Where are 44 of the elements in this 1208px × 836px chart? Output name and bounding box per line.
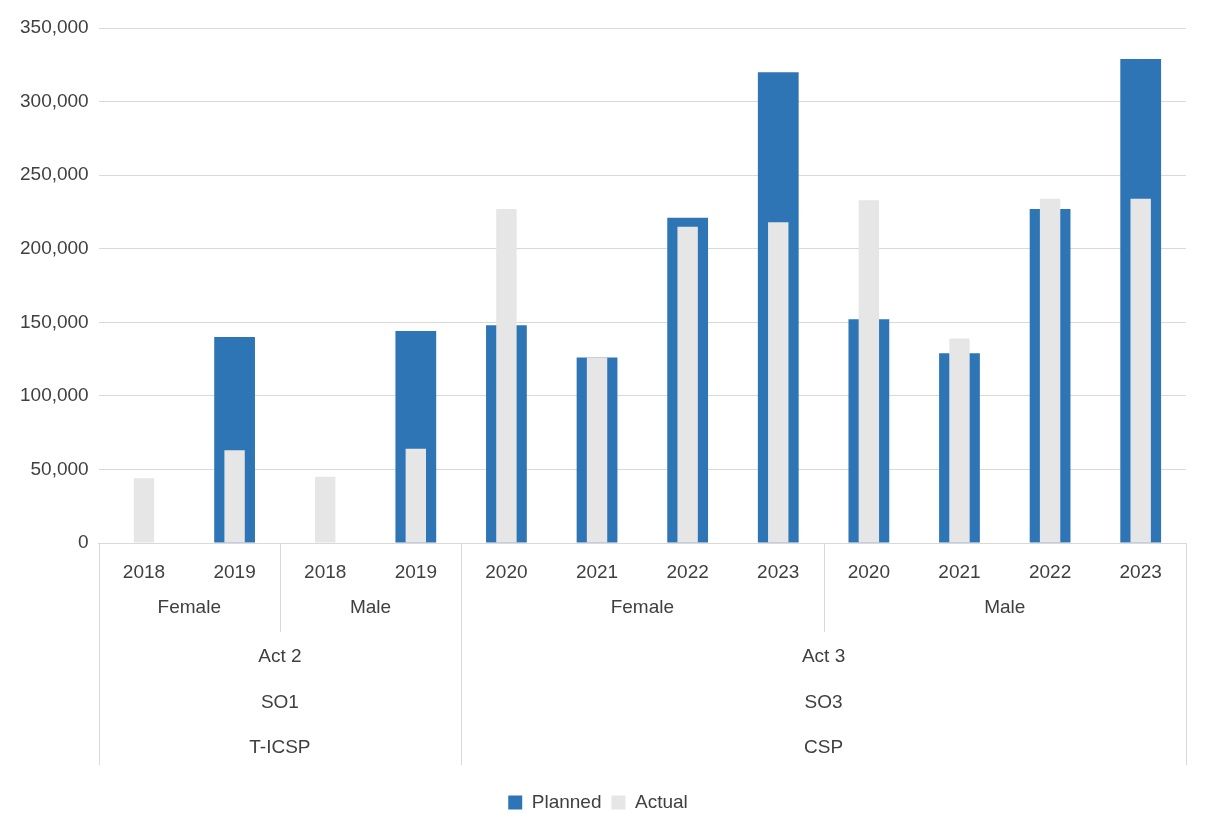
x-tick-label: 2021 [575, 560, 619, 582]
bar [858, 200, 880, 543]
legend-label: Actual [634, 790, 688, 812]
y-tick-label: 350,000 [19, 16, 89, 38]
text: Male [349, 596, 392, 618]
text: Female [610, 596, 675, 618]
y-tick-label: 50,000 [30, 457, 89, 479]
x-tick-label: 2019 [213, 560, 256, 582]
text: T-ICSP [249, 736, 311, 758]
x-tick-label: 2023 [757, 560, 800, 582]
x-tick-label: 2020 [485, 560, 528, 582]
y-tick-label: 200,000 [19, 236, 89, 258]
x-tick-label: 2018 [304, 560, 347, 582]
text: Act 2 [258, 645, 302, 667]
legend-label: Planned [531, 790, 602, 812]
y-tick-label: 0 [78, 531, 89, 553]
y-tick-label: 250,000 [19, 163, 89, 185]
x-tick-label: 2018 [122, 560, 166, 582]
x-tick-label: 2019 [394, 560, 437, 582]
bar [586, 357, 608, 543]
y-tick-label: 100,000 [19, 384, 89, 406]
text: SO1 [260, 691, 299, 713]
text: SO3 [804, 691, 843, 713]
bar [405, 448, 427, 543]
y-tick-label: 300,000 [19, 89, 89, 111]
y-tick-label: 150,000 [19, 310, 89, 332]
text: Act 3 [801, 645, 846, 667]
text: CSP [804, 736, 844, 758]
bar [768, 222, 789, 543]
text: Male [984, 596, 1026, 618]
x-tick-label: 2023 [1119, 560, 1162, 582]
x-tick-label: 2022 [666, 560, 709, 582]
bar [315, 476, 336, 543]
x-tick-label: 2020 [847, 560, 891, 582]
bar [224, 450, 245, 543]
x-tick-label: 2021 [938, 560, 981, 582]
x-tick-label: 2022 [1028, 560, 1072, 582]
bar [1039, 198, 1061, 543]
bar [133, 478, 155, 543]
text: Female [157, 596, 221, 618]
bar [1130, 198, 1151, 543]
bar [677, 226, 698, 543]
bar [496, 208, 517, 543]
bar [949, 338, 970, 543]
